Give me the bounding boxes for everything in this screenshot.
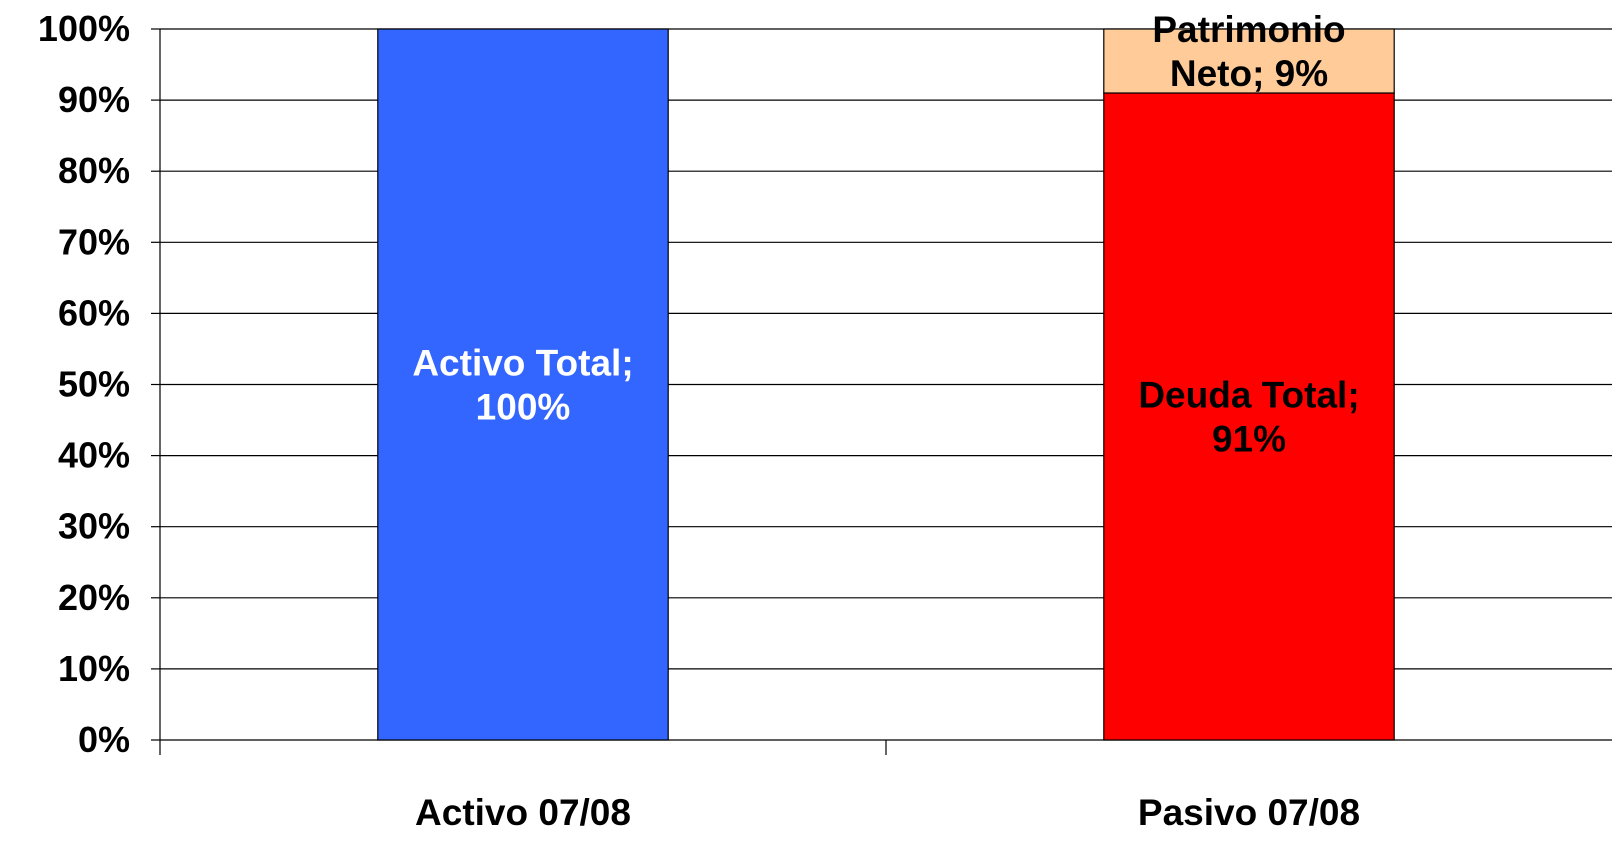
y-tick-label: 70%	[58, 221, 130, 262]
y-tick-label: 50%	[58, 364, 130, 405]
y-tick-label: 0%	[78, 719, 130, 760]
x-tick-label: Activo 07/08	[415, 792, 631, 833]
bar-segment	[1103, 28, 1395, 94]
data-label: Activo Total; 100%	[412, 343, 633, 428]
y-tick-label: 30%	[58, 506, 130, 547]
y-tick-label: 80%	[58, 150, 130, 191]
y-tick-label: 90%	[58, 79, 130, 120]
data-labels: Activo Total; 100% Deuda Total; 91% Patrimon…	[412, 9, 1359, 459]
data-label: Deuda Total; 91%	[1138, 374, 1359, 459]
axes: 0% 10% 20% 30% 40% 50% 60% 70% 80% 90% 100% Activo …	[38, 8, 1612, 833]
y-tick-label: 100%	[38, 8, 130, 49]
data-label: Patrimonio Neto; 9%	[1152, 9, 1345, 94]
bars	[377, 28, 1395, 741]
y-tick-label: 60%	[58, 292, 130, 333]
y-tick-label: 10%	[58, 648, 130, 689]
bar-segment	[377, 28, 669, 741]
y-tick-label: 40%	[58, 435, 130, 476]
x-tick-label: Pasivo 07/08	[1138, 792, 1360, 833]
bar-segment	[1103, 92, 1395, 741]
y-tick-label: 20%	[58, 577, 130, 618]
